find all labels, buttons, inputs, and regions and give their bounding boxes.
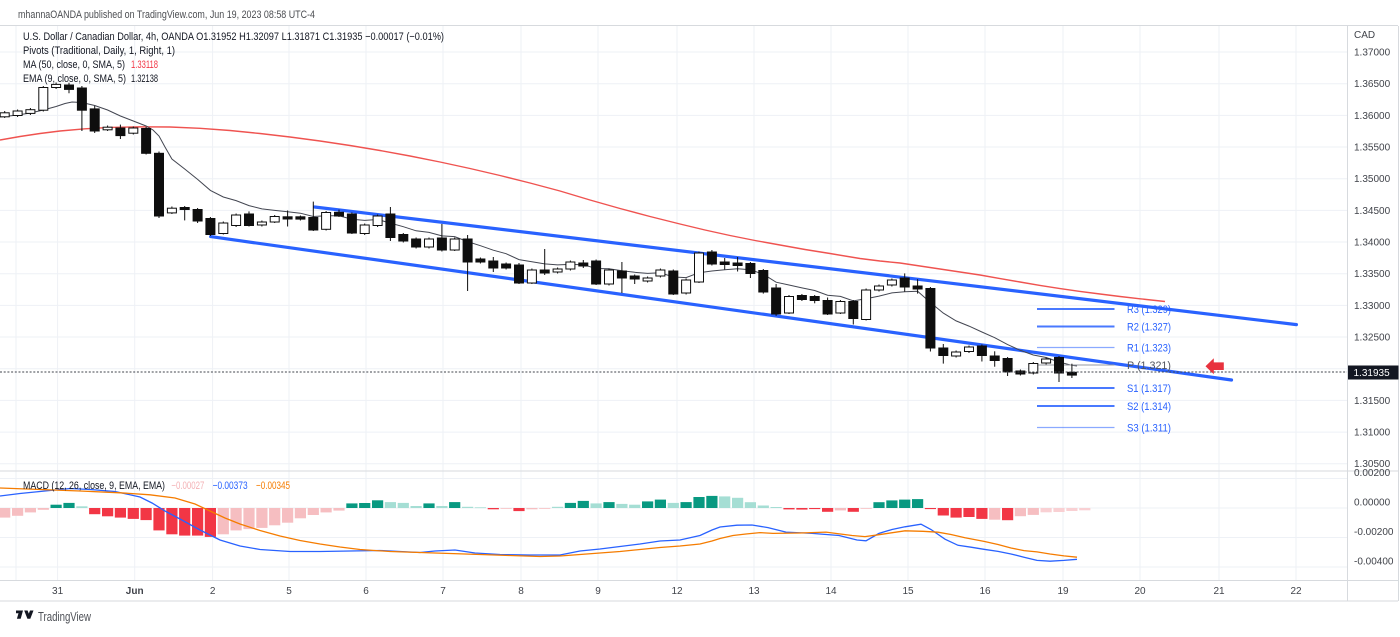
svg-text:TradingView: TradingView: [38, 610, 92, 624]
svg-text:R1 (1.323): R1 (1.323): [1127, 343, 1171, 355]
svg-text:0.00200: 0.00200: [1354, 468, 1391, 479]
svg-text:1.36500: 1.36500: [1354, 79, 1391, 90]
svg-text:EMA (9, close, 0, SMA, 5): EMA (9, close, 0, SMA, 5): [23, 73, 126, 85]
svg-text:1.37000: 1.37000: [1354, 48, 1391, 59]
svg-text:Jun: Jun: [126, 586, 144, 597]
svg-text:-0.00200: -0.00200: [1354, 527, 1394, 538]
svg-text:-0.00400: -0.00400: [1354, 557, 1394, 568]
svg-text:1.33500: 1.33500: [1354, 269, 1391, 280]
svg-text:P (1.321): P (1.321): [1127, 360, 1171, 372]
svg-text:1.35500: 1.35500: [1354, 143, 1391, 154]
svg-text:13: 13: [748, 586, 760, 597]
svg-text:MACD (12, 26, close, 9, EMA, E: MACD (12, 26, close, 9, EMA, EMA): [23, 480, 165, 492]
svg-text:0.00000: 0.00000: [1354, 498, 1391, 509]
svg-text:1.35000: 1.35000: [1354, 174, 1391, 185]
svg-text:1.31500: 1.31500: [1354, 396, 1391, 407]
svg-text:1.32138: 1.32138: [131, 73, 158, 85]
svg-text:Pivots (Traditional, Daily, 1,: Pivots (Traditional, Daily, 1, Right, 1): [23, 45, 175, 57]
svg-text:8: 8: [518, 586, 524, 597]
svg-text:15: 15: [902, 586, 914, 597]
svg-text:2: 2: [210, 586, 216, 597]
svg-text:1.36000: 1.36000: [1354, 111, 1391, 122]
svg-text:−0.00027: −0.00027: [171, 480, 204, 492]
svg-text:14: 14: [825, 586, 837, 597]
svg-text:6: 6: [363, 586, 369, 597]
svg-text:21: 21: [1213, 586, 1225, 597]
svg-text:1.33000: 1.33000: [1354, 301, 1391, 312]
svg-text:16: 16: [979, 586, 991, 597]
svg-text:7: 7: [440, 586, 446, 597]
svg-text:S2 (1.314): S2 (1.314): [1127, 401, 1171, 413]
svg-text:1.31000: 1.31000: [1354, 428, 1391, 439]
svg-text:MA (50, close, 0, SMA, 5): MA (50, close, 0, SMA, 5): [23, 59, 125, 71]
svg-text:U.S. Dollar / Canadian Dollar,: U.S. Dollar / Canadian Dollar, 4h, OANDA…: [23, 31, 444, 43]
svg-text:CAD: CAD: [1354, 30, 1375, 41]
svg-text:9: 9: [595, 586, 601, 597]
svg-text:mhannaOANDA published on Tradi: mhannaOANDA published on TradingView.com…: [18, 9, 315, 21]
svg-text:−0.00373: −0.00373: [213, 480, 248, 492]
svg-text:1.34500: 1.34500: [1354, 206, 1391, 217]
svg-text:S1 (1.317): S1 (1.317): [1127, 383, 1171, 395]
svg-text:1.31935: 1.31935: [1354, 368, 1391, 379]
svg-text:20: 20: [1134, 586, 1146, 597]
svg-text:19: 19: [1057, 586, 1069, 597]
svg-text:−0.00345: −0.00345: [256, 480, 290, 492]
svg-text:S3 (1.311): S3 (1.311): [1127, 423, 1171, 435]
svg-text:12: 12: [671, 586, 683, 597]
svg-text:31: 31: [52, 586, 64, 597]
svg-text:1.32500: 1.32500: [1354, 333, 1391, 344]
svg-text:22: 22: [1290, 586, 1302, 597]
svg-text:R3 (1.329): R3 (1.329): [1127, 304, 1171, 316]
svg-text:R2 (1.327): R2 (1.327): [1127, 322, 1171, 334]
svg-text:5: 5: [286, 586, 292, 597]
svg-text:1.33118: 1.33118: [131, 59, 158, 71]
svg-text:1.30500: 1.30500: [1354, 459, 1391, 470]
svg-text:1.34000: 1.34000: [1354, 238, 1391, 249]
